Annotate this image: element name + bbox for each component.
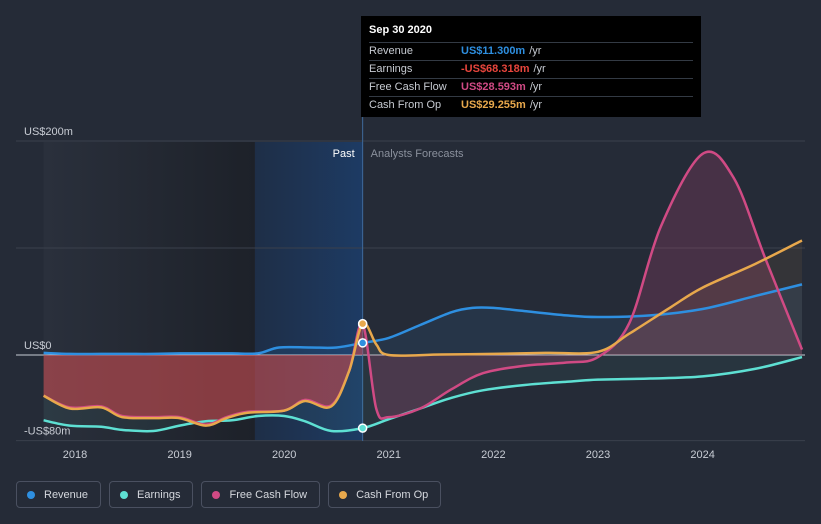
legend-label: Earnings <box>137 488 181 501</box>
past-loss-area <box>43 324 363 425</box>
tooltip-unit: /yr <box>533 63 546 75</box>
chart-legend: Revenue Earnings Free Cash Flow Cash Fro… <box>16 481 442 508</box>
y-tick-label: US$200m <box>24 126 73 138</box>
series-line-cash-from-op <box>43 239 803 427</box>
tooltip-unit: /yr <box>529 81 543 93</box>
tooltip-row-revenue: Revenue US$11.300m /yr <box>369 42 693 60</box>
tooltip-label: Cash From Op <box>369 99 442 111</box>
past-highlight-region <box>254 142 363 441</box>
series-area-cash-from-op <box>43 240 803 426</box>
y-tick-label: -US$80m <box>24 426 70 438</box>
series-area-earnings <box>43 355 803 432</box>
tooltip-label: Free Cash Flow <box>369 81 447 93</box>
series-area-revenue <box>43 284 803 355</box>
past-label: Past <box>333 148 355 160</box>
x-tick-label: 2020 <box>272 449 296 461</box>
legend-dot-icon <box>212 490 221 499</box>
legend-item-revenue[interactable]: Revenue <box>16 481 102 508</box>
legend-dot-icon <box>27 490 35 499</box>
tooltip-value: US$29.255m <box>461 99 526 111</box>
legend-dot-icon <box>120 490 129 499</box>
tooltip-value: US$11.300m <box>461 45 526 57</box>
tooltip-label: Revenue <box>369 45 414 57</box>
highlight-marker-revenue <box>357 338 368 348</box>
legend-item-free-cash-flow[interactable]: Free Cash Flow <box>201 481 321 508</box>
chart-canvas: US$200m US$0 -US$80m 2018 2019 2020 2021 2022 20… <box>16 16 805 461</box>
y-tick-label: US$0 <box>24 340 52 352</box>
x-tick-label: 2024 <box>690 449 714 461</box>
tooltip-label: Earnings <box>369 63 413 75</box>
x-tick-label: 2021 <box>377 449 401 461</box>
tooltip-panel: Sep 30 2020 Revenue US$11.300m /yr Earni… <box>361 16 701 117</box>
tooltip-date: Sep 30 2020 <box>369 24 432 36</box>
tooltip-unit: /yr <box>529 99 543 111</box>
x-tick-label: 2019 <box>167 449 191 461</box>
legend-label: Revenue <box>44 488 89 501</box>
tooltip-unit: /yr <box>529 45 542 57</box>
x-tick-label: 2023 <box>586 449 610 461</box>
legend-item-earnings[interactable]: Earnings <box>109 481 194 508</box>
legend-label: Free Cash Flow <box>229 488 308 501</box>
legend-item-cash-from-op[interactable]: Cash From Op <box>328 481 442 508</box>
highlight-marker-earnings <box>357 423 368 433</box>
legend-dot-icon <box>339 490 348 499</box>
x-tick-label: 2022 <box>481 449 505 461</box>
highlight-marker-cash-from-op <box>357 318 368 329</box>
forecast-label: Analysts Forecasts <box>371 148 464 160</box>
tooltip-value: US$28.593m <box>461 81 526 93</box>
x-tick-label: 2018 <box>63 449 87 461</box>
tooltip-row-earnings: Earnings -US$68.318m /yr <box>369 60 693 78</box>
legend-label: Cash From Op <box>356 488 429 501</box>
tooltip-value: -US$68.318m <box>461 63 530 75</box>
series-line-earnings <box>43 355 803 433</box>
tooltip-row-free-cash-flow: Free Cash Flow US$28.593m /yr <box>369 78 693 96</box>
tooltip-row-cash-from-op: Cash From Op US$29.255m /yr <box>369 96 693 114</box>
past-region <box>43 142 255 441</box>
series-area-free-cash-flow <box>43 151 803 425</box>
